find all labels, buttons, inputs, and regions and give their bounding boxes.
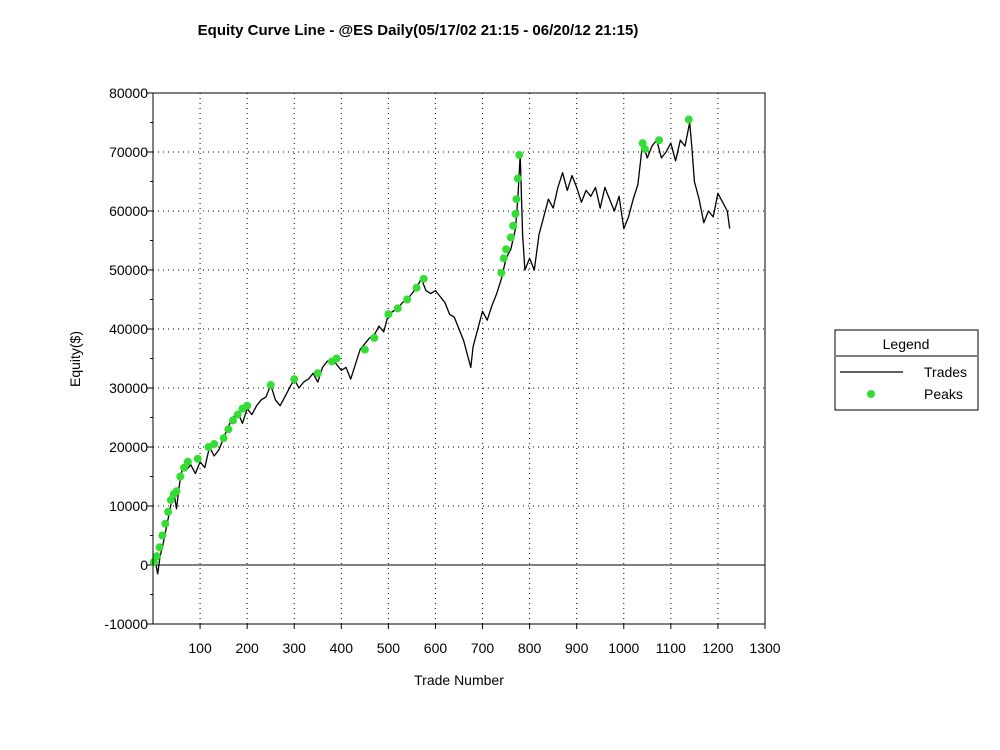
- axes: 100 200 300 400 500 600 700 800 900 1000 1100 1200 1…: [104, 85, 780, 656]
- peak-point: [229, 416, 238, 425]
- y-tick-label: 70000: [109, 144, 148, 160]
- peak-point: [290, 375, 299, 384]
- y-tick-label: -10000: [104, 616, 148, 632]
- peak-point: [176, 472, 185, 481]
- y-axis-label: Equity($): [67, 331, 83, 387]
- grid-lines: [153, 92, 766, 625]
- y-tick-label: 40000: [109, 321, 148, 337]
- x-tick-label: 900: [565, 640, 589, 656]
- peak-point: [513, 174, 522, 183]
- peak-point: [393, 304, 402, 313]
- peak-point: [233, 410, 242, 419]
- peak-point: [313, 369, 322, 378]
- legend-title: Legend: [883, 336, 930, 352]
- peak-point: [515, 150, 524, 159]
- peak-point: [360, 345, 369, 354]
- peak-point: [158, 531, 167, 540]
- plot-area-border: [152, 92, 766, 625]
- series: [149, 115, 731, 575]
- peak-point: [152, 552, 161, 561]
- peak-point: [511, 209, 520, 218]
- x-tick-label: 800: [518, 640, 542, 656]
- peak-point: [370, 333, 379, 342]
- legend-box: [834, 329, 979, 411]
- x-tick-label: 300: [283, 640, 307, 656]
- peak-point: [506, 233, 515, 242]
- peak-point: [684, 115, 693, 124]
- x-tick-label: 1100: [656, 640, 686, 656]
- peak-point: [243, 401, 252, 410]
- y-tick-label: 60000: [109, 203, 148, 219]
- peak-point: [155, 543, 164, 552]
- legend-peaks-swatch: [867, 390, 875, 398]
- peak-point: [172, 487, 181, 496]
- legend-peaks-label: Peaks: [924, 386, 963, 402]
- x-tick-label: 1300: [749, 640, 780, 656]
- peak-point: [224, 425, 233, 434]
- peak-point: [180, 463, 189, 472]
- y-tick-label: 30000: [109, 380, 148, 396]
- x-tick-label: 1200: [702, 640, 733, 656]
- peak-point: [497, 268, 506, 277]
- x-tick-label: 400: [330, 640, 354, 656]
- y-tick-label: 20000: [109, 439, 148, 455]
- x-tick-label: 100: [188, 640, 212, 656]
- trades-series-line: [152, 121, 731, 575]
- peak-point: [412, 283, 421, 292]
- chart-title: Equity Curve Line - @ES Daily(05/17/02 2…: [198, 22, 639, 39]
- peak-point: [509, 221, 518, 230]
- y-tick-label: 50000: [109, 262, 148, 278]
- peak-point: [219, 434, 228, 443]
- peak-point: [164, 507, 173, 516]
- peak-point: [499, 254, 508, 263]
- x-axis-label: Trade Number: [414, 672, 504, 688]
- peak-point: [183, 457, 192, 466]
- peak-point: [266, 381, 275, 390]
- peak-point: [512, 195, 521, 204]
- peak-point: [640, 145, 649, 154]
- legend-trades-label: Trades: [924, 364, 967, 380]
- peak-point: [419, 274, 428, 283]
- peak-point: [210, 440, 219, 449]
- y-tick-label: 0: [140, 557, 148, 573]
- peak-point: [332, 354, 341, 363]
- peak-point: [403, 295, 412, 304]
- peak-point: [193, 454, 202, 463]
- x-tick-label: 1000: [608, 640, 639, 656]
- peak-point: [655, 136, 664, 145]
- x-tick-label: 200: [235, 640, 259, 656]
- peak-point: [502, 245, 511, 254]
- x-tick-label: 500: [377, 640, 401, 656]
- y-tick-label: 10000: [109, 498, 148, 514]
- x-tick-label: 600: [424, 640, 448, 656]
- y-tick-label: 80000: [109, 85, 148, 101]
- legend: Legend Trades Peaks: [834, 329, 979, 411]
- peak-point: [161, 519, 170, 528]
- peak-point: [384, 310, 393, 319]
- x-tick-label: 700: [471, 640, 495, 656]
